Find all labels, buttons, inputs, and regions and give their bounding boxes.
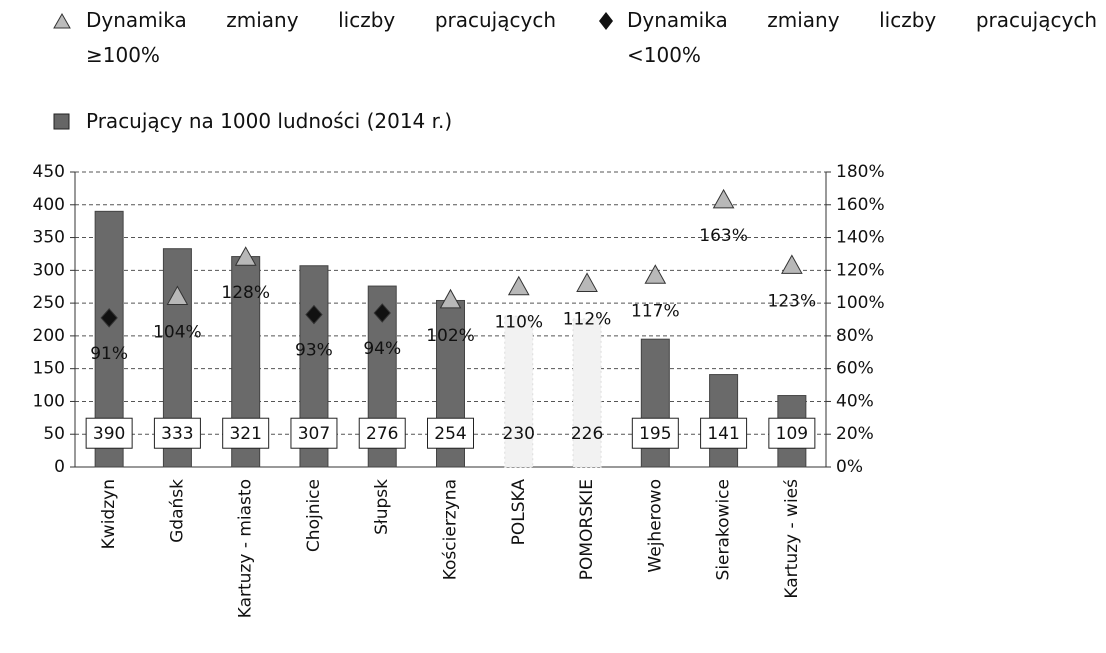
marker <box>507 275 530 296</box>
marker <box>712 188 735 209</box>
marker <box>166 285 189 306</box>
y2-tick-label: 120% <box>836 260 885 280</box>
x-tick-label: Chojnice <box>304 479 324 552</box>
x-tick-label: Sierakowice <box>714 479 734 580</box>
y-tick-label: 400 <box>33 195 65 215</box>
y2-tick-label: 0% <box>836 457 863 477</box>
bar-label: 109 <box>776 424 808 444</box>
bar-label-box <box>358 417 406 449</box>
bar-label-box <box>222 417 270 449</box>
bar <box>572 318 602 468</box>
bar-label-box <box>631 417 679 449</box>
y-tick-label: 200 <box>33 326 65 346</box>
marker <box>305 304 323 325</box>
marker-label: 93% <box>295 341 333 361</box>
x-tick-label: Wejherowo <box>645 479 665 573</box>
bar <box>504 315 534 468</box>
bar-label: 307 <box>298 424 330 444</box>
marker-label: 163% <box>699 226 748 246</box>
bar-label-box <box>700 417 748 449</box>
x-tick-label: Gdańsk <box>167 479 187 543</box>
bar-label: 195 <box>639 424 671 444</box>
marker-label: 94% <box>363 339 401 359</box>
y2-tick-label: 40% <box>836 391 874 411</box>
y-tick-label: 0 <box>54 457 65 477</box>
y-tick-label: 50 <box>43 424 65 444</box>
x-tick-label: POMORSKIE <box>577 479 597 580</box>
legend-triangle <box>53 12 71 29</box>
bar-label-box <box>290 417 338 449</box>
marker-label: 110% <box>494 313 543 333</box>
bar-label: 390 <box>93 424 125 444</box>
marker-label: 91% <box>90 344 128 364</box>
marker-label: 112% <box>563 309 612 329</box>
legend-diamond <box>599 12 613 30</box>
marker <box>576 272 598 292</box>
bar-label-box <box>768 417 816 449</box>
legend-entry: Dynamika zmiany liczby pracujących <100% <box>627 8 1097 67</box>
y-tick-label: 450 <box>33 162 65 182</box>
y-tick-label: 300 <box>33 260 65 280</box>
marker-label: 104% <box>153 323 202 343</box>
legend-entry: Pracujący na 1000 ludności (2014 r.) <box>86 109 453 133</box>
marker <box>234 246 257 266</box>
marker <box>781 254 803 274</box>
x-tick-label: Kartuzy - miasto <box>236 479 256 618</box>
x-tick-label: Kartuzy - wieś <box>782 479 802 599</box>
marker-label: 128% <box>221 283 270 303</box>
bar-label: 230 <box>503 424 535 444</box>
legend-entry: Dynamika zmiany liczby pracujących ≥100% <box>86 8 556 67</box>
bar-label-box <box>85 417 133 449</box>
y2-tick-label: 160% <box>836 195 885 215</box>
marker <box>373 303 391 323</box>
x-tick-label: POLSKA <box>509 479 529 546</box>
x-tick-label: Słupsk <box>372 479 392 535</box>
marker <box>644 264 667 284</box>
y2-tick-label: 60% <box>836 359 874 379</box>
marker <box>100 308 118 328</box>
y-tick-label: 250 <box>33 293 65 313</box>
bar-label: 226 <box>571 424 603 444</box>
y-tick-label: 100 <box>33 391 65 411</box>
y2-tick-label: 20% <box>836 424 874 444</box>
y2-tick-label: 100% <box>836 293 885 313</box>
y2-tick-label: 140% <box>836 228 885 248</box>
marker-label: 102% <box>426 326 475 346</box>
legend-square <box>53 113 70 130</box>
marker <box>439 288 462 309</box>
bar-label: 254 <box>434 424 466 444</box>
marker-label: 123% <box>768 291 817 311</box>
y-tick-label: 350 <box>33 228 65 248</box>
y2-tick-label: 80% <box>836 326 874 346</box>
y2-tick-label: 180% <box>836 162 885 182</box>
x-tick-label: Kwidzyn <box>99 479 119 549</box>
bar-label: 141 <box>707 424 739 444</box>
y-tick-label: 150 <box>33 359 65 379</box>
bar-label: 321 <box>229 424 261 444</box>
bar-label-box <box>427 417 474 449</box>
bar-label: 333 <box>161 424 193 444</box>
marker-label: 117% <box>631 301 680 321</box>
x-tick-label: Kościerzyna <box>441 479 461 580</box>
bar-label-box <box>153 417 201 449</box>
bar-label: 276 <box>366 424 398 444</box>
